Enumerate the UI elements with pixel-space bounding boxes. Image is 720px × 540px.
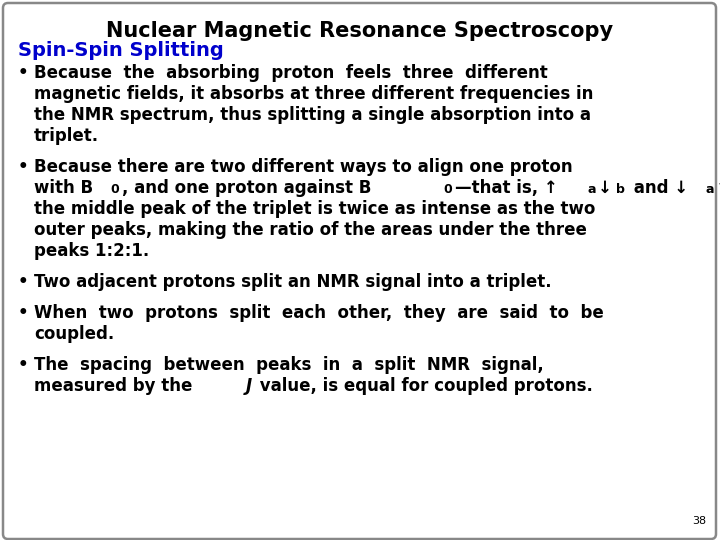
Text: The  spacing  between  peaks  in  a  split  NMR  signal,: The spacing between peaks in a split NMR… <box>34 356 544 374</box>
Text: , and one proton against B: , and one proton against B <box>122 179 371 197</box>
Text: Nuclear Magnetic Resonance Spectroscopy: Nuclear Magnetic Resonance Spectroscopy <box>107 21 613 41</box>
Text: Because there are two different ways to align one proton: Because there are two different ways to … <box>34 158 572 176</box>
Text: 0: 0 <box>110 183 119 196</box>
Text: ↓: ↓ <box>598 179 612 197</box>
Text: Because  the  absorbing  proton  feels  three  different: Because the absorbing proton feels three… <box>34 64 548 82</box>
Text: magnetic fields, it absorbs at three different frequencies in: magnetic fields, it absorbs at three dif… <box>34 85 593 103</box>
Text: ↑: ↑ <box>716 179 720 197</box>
Text: peaks 1:2:1.: peaks 1:2:1. <box>34 242 149 260</box>
Text: the middle peak of the triplet is twice as intense as the two: the middle peak of the triplet is twice … <box>34 200 595 218</box>
Text: 0: 0 <box>444 183 452 196</box>
Text: triplet.: triplet. <box>34 127 99 145</box>
Text: and ↓: and ↓ <box>628 179 688 197</box>
Text: the NMR spectrum, thus splitting a single absorption into a: the NMR spectrum, thus splitting a singl… <box>34 106 591 124</box>
Text: with B: with B <box>34 179 93 197</box>
Text: •: • <box>18 273 29 291</box>
Text: •: • <box>18 158 29 176</box>
Text: measured by the: measured by the <box>34 377 198 395</box>
Text: Spin-Spin Splitting: Spin-Spin Splitting <box>18 41 224 60</box>
Text: coupled.: coupled. <box>34 325 114 343</box>
Text: a: a <box>705 183 714 196</box>
Text: •: • <box>18 64 29 82</box>
Text: •: • <box>18 356 29 374</box>
Text: When  two  protons  split  each  other,  they  are  said  to  be: When two protons split each other, they … <box>34 304 604 322</box>
Text: J: J <box>246 377 252 395</box>
Text: Two adjacent protons split an NMR signal into a triplet.: Two adjacent protons split an NMR signal… <box>34 273 552 291</box>
Text: a: a <box>588 183 595 196</box>
Text: •: • <box>18 304 29 322</box>
Text: value, is equal for coupled protons.: value, is equal for coupled protons. <box>253 377 593 395</box>
Text: outer peaks, making the ratio of the areas under the three: outer peaks, making the ratio of the are… <box>34 221 587 239</box>
Text: b: b <box>616 183 625 196</box>
Text: —that is, ↑: —that is, ↑ <box>454 179 557 197</box>
FancyBboxPatch shape <box>3 3 716 539</box>
Text: 38: 38 <box>692 516 706 526</box>
